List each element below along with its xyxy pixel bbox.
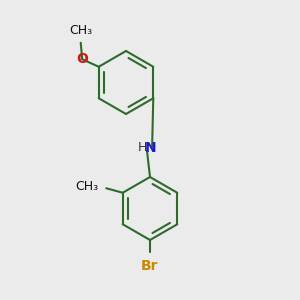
Text: O: O: [76, 52, 88, 66]
Text: Br: Br: [141, 259, 159, 273]
Text: CH₃: CH₃: [69, 24, 92, 37]
Text: H: H: [138, 141, 147, 154]
Text: N: N: [145, 142, 157, 155]
Text: CH₃: CH₃: [76, 180, 99, 193]
